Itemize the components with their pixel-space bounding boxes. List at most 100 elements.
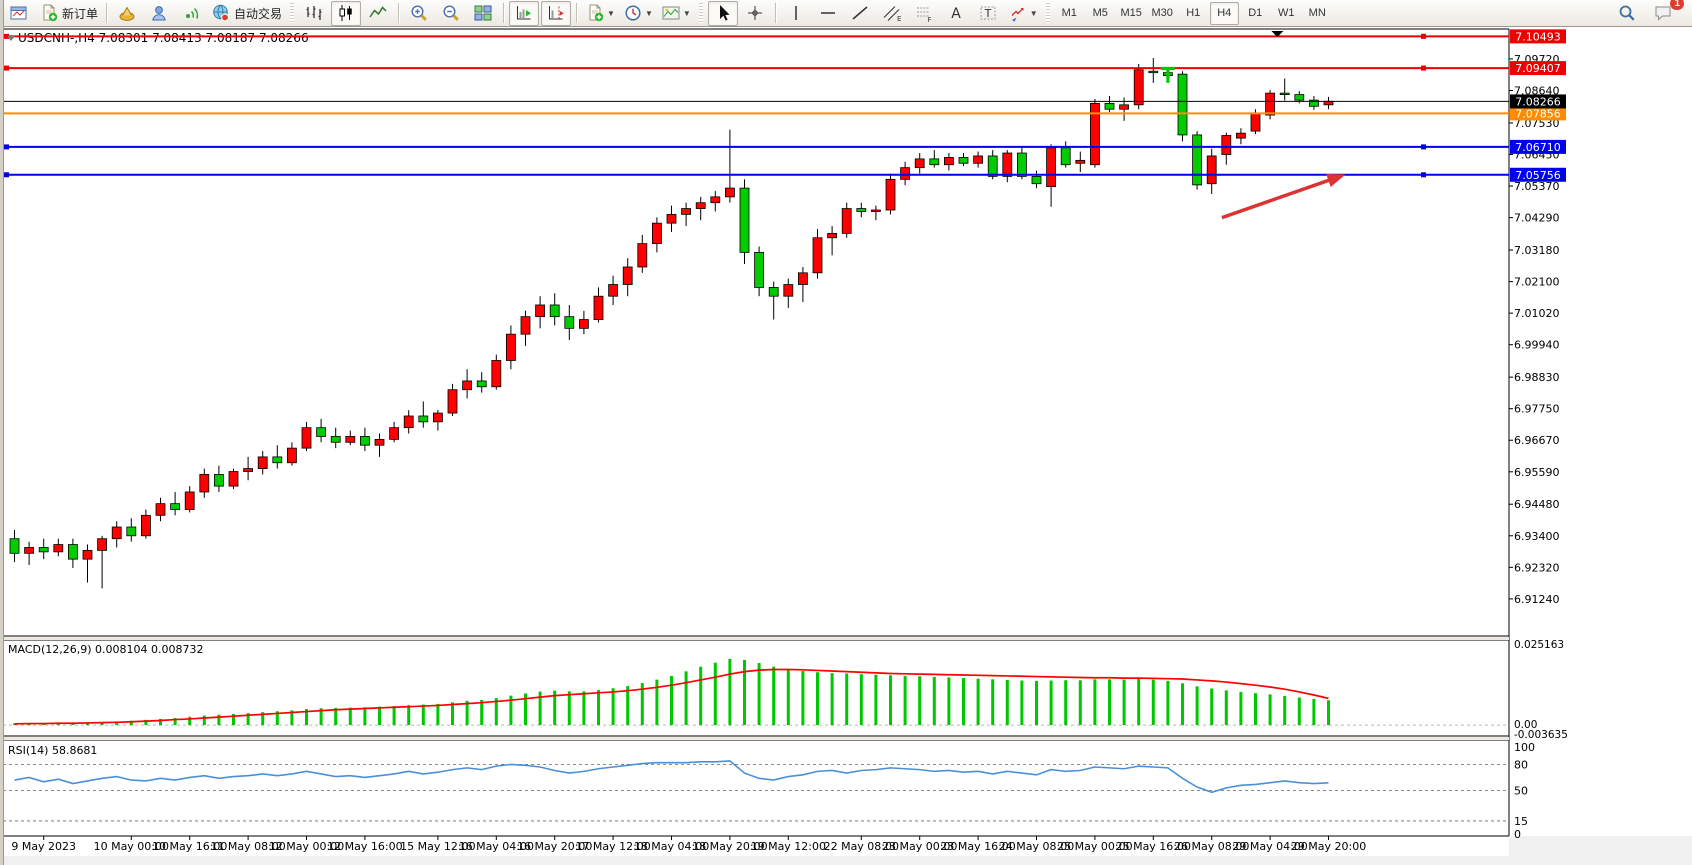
price-tick-label: 7.05370 xyxy=(1514,180,1560,193)
horizontal-line-7.05756[interactable]: 7.05756 xyxy=(3,167,1566,182)
horizontal-line-7.09407[interactable]: 7.09407 xyxy=(3,61,1566,76)
price-tick-label: 6.98830 xyxy=(1514,371,1560,384)
templates-button[interactable]: ▼ xyxy=(658,1,694,26)
timeframe-h4[interactable]: H4 xyxy=(1209,1,1239,25)
candle-body xyxy=(871,209,881,212)
horizontal-line-7.07856[interactable]: 7.07856 xyxy=(3,106,1566,121)
macd-axis-label: 0.025163 xyxy=(1514,639,1564,651)
timeframe-m5[interactable]: M5 xyxy=(1092,7,1108,19)
rsi-line xyxy=(14,760,1329,794)
notification-count-badge: 1 xyxy=(1670,0,1684,10)
time-tick-label: 12 May 00:00 xyxy=(269,840,344,853)
line-handle[interactable] xyxy=(4,65,9,71)
chart-shift-button[interactable] xyxy=(541,0,572,26)
macd-indicator-label: MACD(12,26,9) 0.008104 0.008732 xyxy=(8,643,204,656)
line-chart-mode[interactable] xyxy=(363,1,393,26)
text-label-tool[interactable]: T xyxy=(973,1,1003,26)
bar-chart-mode[interactable] xyxy=(299,1,329,26)
candle-body xyxy=(754,251,764,288)
chart-window[interactable] xyxy=(4,1,34,26)
line-handle[interactable] xyxy=(4,144,9,150)
new-order-button[interactable]: 新订单 xyxy=(36,1,101,26)
candle-body xyxy=(243,468,254,472)
vertical-line-tool[interactable] xyxy=(781,1,811,26)
time-tick-label: 12 May 16:00 xyxy=(327,840,402,853)
price-line-badge-label: 7.09407 xyxy=(1515,62,1561,75)
horizontal-line-7.10493[interactable]: 7.10493 xyxy=(3,29,1566,44)
timeframe-d1[interactable]: D1 xyxy=(1248,7,1263,19)
svg-text:E: E xyxy=(897,15,901,23)
market-watch-seal[interactable] xyxy=(112,1,142,26)
macd-axis-label: 0.00 xyxy=(1514,719,1537,731)
candle-body xyxy=(958,157,969,164)
toolbar-grip xyxy=(290,3,295,23)
macd-axis: 0.025163 0.00-0.003635 xyxy=(1514,639,1568,741)
candlestick-mode[interactable] xyxy=(331,0,362,26)
arrows-icon xyxy=(1011,8,1024,22)
bars-icon xyxy=(306,6,322,20)
candle-body xyxy=(389,427,400,440)
candle-body xyxy=(316,427,327,437)
time-tick-label: 18 May 20:00 xyxy=(692,840,767,853)
t-marker-annotation[interactable] xyxy=(1160,66,1175,83)
line-handle[interactable] xyxy=(4,172,9,178)
line-handle[interactable] xyxy=(1421,65,1426,71)
candle-body xyxy=(111,526,122,540)
one-click-trading-expander[interactable] xyxy=(7,36,15,41)
chart-title: USDCNH-,H4 7.08301 7.08413 7.08187 7.082… xyxy=(18,31,309,45)
indicators-button[interactable]: ▼ xyxy=(582,1,618,26)
candle-body xyxy=(798,272,808,285)
price-tick-label: 6.91240 xyxy=(1514,593,1560,606)
equidistant-channel-tool[interactable]: E xyxy=(877,1,907,26)
fibonacci-tool[interactable]: F xyxy=(909,1,939,26)
timeframe-w1[interactable]: W1 xyxy=(1277,7,1295,19)
community-profile[interactable] xyxy=(144,1,174,26)
candle-body xyxy=(1046,147,1056,188)
notifications-button[interactable]: 1 xyxy=(1648,0,1684,26)
tile-windows-button[interactable] xyxy=(468,1,498,26)
candle-body xyxy=(491,360,502,388)
cursor-tool[interactable] xyxy=(707,0,738,26)
candle-body xyxy=(1206,155,1217,185)
time-tick-label: 22 May 08:00 xyxy=(824,840,899,853)
crosshair-icon xyxy=(747,6,762,20)
signals[interactable] xyxy=(176,1,206,26)
arrows-tool[interactable]: ▼ xyxy=(1005,1,1041,26)
timeframe-m30[interactable]: M30 xyxy=(1151,7,1173,19)
price-line-badge-label: 7.06710 xyxy=(1515,141,1561,154)
line-handle[interactable] xyxy=(1421,144,1426,150)
trend-arrow-annotation[interactable] xyxy=(1221,173,1346,220)
seal-icon xyxy=(119,6,135,21)
auto-trading-button[interactable]: 自动交易 xyxy=(208,1,285,26)
time-tick-label: 23 May 00:00 xyxy=(882,840,957,853)
auto-trading-button-label: 自动交易 xyxy=(234,6,283,21)
zoom-in-button[interactable] xyxy=(404,1,434,26)
rsi-axis-label: 50 xyxy=(1514,785,1528,798)
line-handle[interactable] xyxy=(1421,33,1426,39)
time-tick-label: 16 May 04:00 xyxy=(459,840,534,853)
chart-canvas[interactable]: 7.097207.086407.075307.064507.053707.042… xyxy=(0,28,1692,865)
candle-body xyxy=(608,284,618,297)
price-tick-label: 7.08640 xyxy=(1514,85,1560,98)
tline-icon xyxy=(852,6,868,20)
search-button[interactable] xyxy=(1612,1,1642,26)
zoom-out-button[interactable] xyxy=(436,1,466,26)
candle-body xyxy=(1031,176,1042,185)
horizontal-line-tool[interactable] xyxy=(813,1,843,26)
line-handle[interactable] xyxy=(1421,172,1426,178)
auto-scroll-button[interactable] xyxy=(509,0,540,26)
time-tick-label: 25 May 16:00 xyxy=(1116,840,1191,853)
trendline-tool[interactable] xyxy=(845,1,875,26)
timeframe-m15[interactable]: M15 xyxy=(1120,7,1142,19)
timeframe-h1[interactable]: H1 xyxy=(1186,7,1201,19)
line-handle[interactable] xyxy=(4,33,9,39)
crosshair-tool[interactable] xyxy=(740,1,770,26)
timeframe-m1[interactable]: M1 xyxy=(1061,7,1077,19)
chart-window[interactable]: 7.09720 7.08640 7.07530 7.06450 7.05370 7.042… xyxy=(0,28,1692,865)
window-left-frame xyxy=(0,0,4,865)
periods-button[interactable]: ▼ xyxy=(620,1,656,26)
text-tool[interactable]: A xyxy=(941,1,971,26)
horizontal-line-7.06710[interactable]: 7.06710 xyxy=(3,139,1566,154)
timeframe-mn[interactable]: MN xyxy=(1308,7,1326,19)
